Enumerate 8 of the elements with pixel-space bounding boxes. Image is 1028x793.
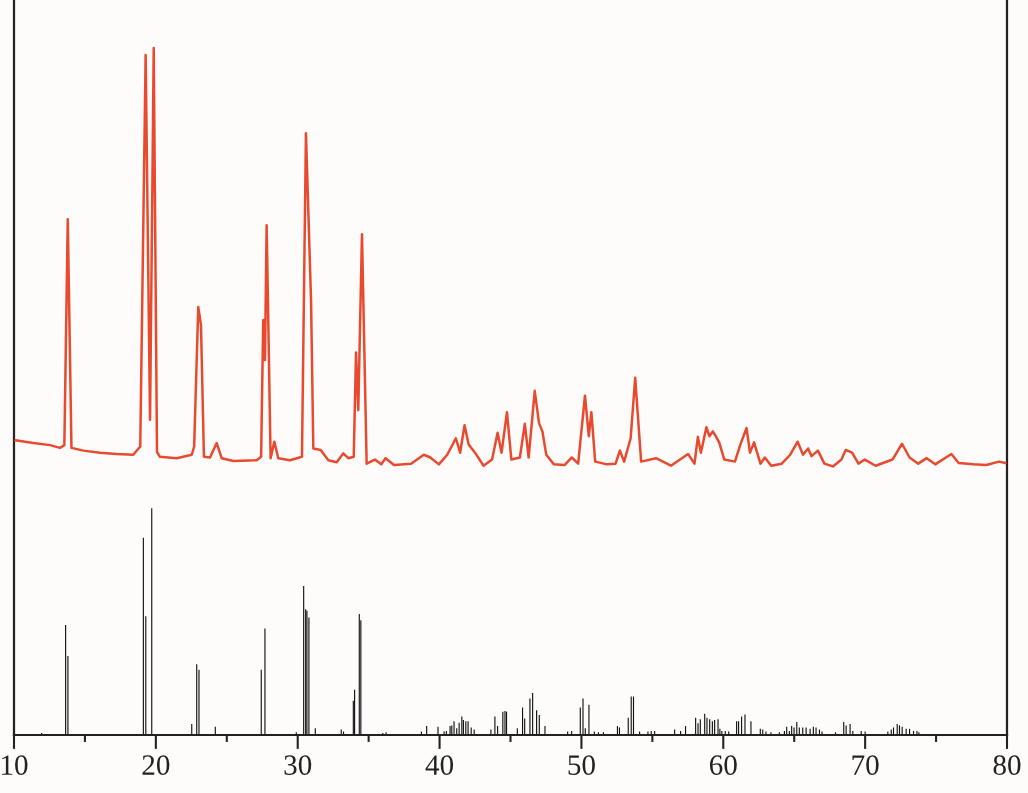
x-tick-label: 30: [284, 755, 312, 775]
x-tick-label: 70: [852, 755, 879, 775]
x-tick-label: 80: [993, 755, 1021, 775]
x-tick-label: 20: [142, 755, 170, 775]
x-tick-label: 40: [425, 755, 454, 775]
x-tick-label: 10: [1, 755, 28, 775]
x-tick-label: 60: [709, 755, 737, 775]
x-tick-label: 50: [568, 755, 595, 775]
